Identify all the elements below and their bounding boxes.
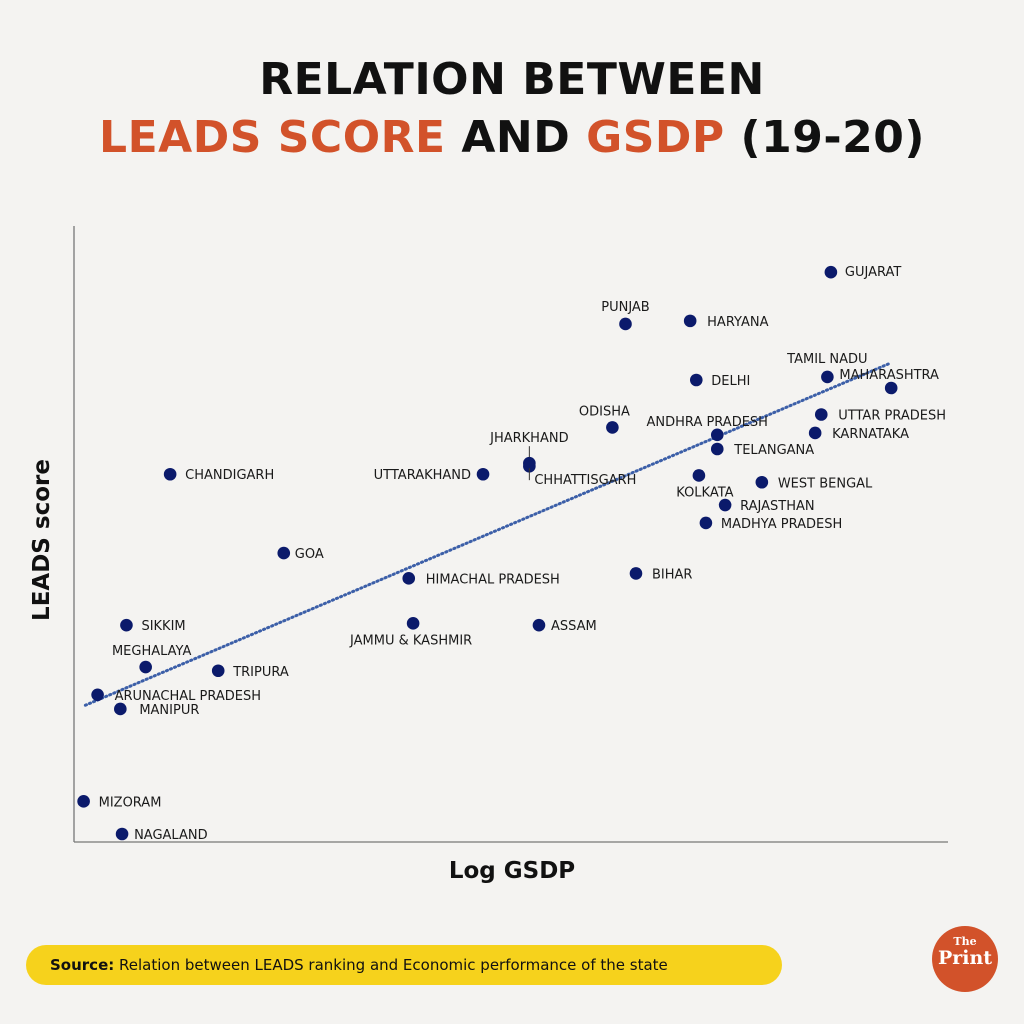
point-haryana [683, 314, 697, 328]
point-sikkim [120, 618, 133, 632]
label-jharkhand: JHARKHAND [489, 431, 568, 446]
title-and: AND [445, 112, 587, 163]
point-arunachal-pradesh [91, 688, 104, 702]
point-madhya-pradesh [699, 516, 713, 530]
point-chhattisgarh [523, 459, 536, 473]
logo-the: The [953, 935, 977, 948]
label-manipur: MANIPUR [139, 703, 199, 718]
label-haryana: HARYANA [707, 315, 768, 330]
label-punjab: PUNJAB [601, 300, 650, 315]
point-west-bengal [755, 475, 769, 489]
label-arunachal-pradesh: ARUNACHAL PRADESH [115, 689, 261, 704]
label-telangana: TELANGANA [733, 443, 814, 458]
source-label: Source: [50, 956, 115, 974]
point-uttarakhand [476, 467, 490, 481]
label-uttarakhand: UTTARAKHAND [374, 468, 471, 483]
x-axis-label: Log GSDP [448, 858, 576, 884]
label-nagaland: NAGALAND [134, 828, 208, 843]
point-karnataka [808, 426, 822, 440]
point-chandigarh [163, 467, 177, 481]
point-bihar [629, 567, 643, 580]
label-meghalaya: MEGHALAYA [112, 644, 192, 659]
label-chandigarh: CHANDIGARH [185, 468, 274, 483]
label-uttar-pradesh: UTTAR PRADESH [838, 408, 946, 423]
label-karnataka: KARNATAKA [832, 427, 909, 442]
label-gujarat: GUJARAT [845, 265, 901, 280]
label-delhi: DELHI [711, 374, 750, 389]
point-rajasthan [718, 498, 732, 512]
label-goa: GOA [295, 547, 324, 562]
label-tripura: TRIPURA [232, 665, 289, 680]
point-gujarat [824, 265, 838, 279]
point-jammu-kashmir [406, 617, 420, 630]
point-assam [532, 618, 546, 632]
point-andhra-pradesh [710, 428, 724, 442]
point-goa [277, 546, 291, 560]
point-tripura [211, 664, 225, 678]
logo-print: Print [937, 947, 993, 969]
title-leads-score: LEADS SCORE [99, 112, 446, 163]
label-rajasthan: RAJASTHAN [740, 499, 814, 514]
label-kolkata: KOLKATA [676, 485, 733, 500]
label-west-bengal: WEST BENGAL [778, 476, 873, 491]
chart-title-line-1: RELATION BETWEEN [259, 54, 765, 105]
label-himachal-pradesh: HIMACHAL PRADESH [426, 572, 560, 587]
chart-title-line-2: LEADS SCORE AND GSDP (19-20) [0, 112, 1024, 163]
point-nagaland [115, 827, 129, 841]
point-telangana [710, 442, 724, 456]
point-meghalaya [139, 660, 152, 674]
point-tamil-nadu [821, 370, 834, 384]
point-delhi [689, 373, 703, 387]
label-mizoram: MIZORAM [99, 795, 162, 810]
point-odisha [606, 421, 619, 434]
point-punjab [619, 317, 632, 331]
theprint-logo: The Print [932, 926, 998, 992]
label-chhattisgarh: CHHATTISGARH [534, 473, 636, 488]
y-axis-label: LEADS score [29, 459, 55, 621]
point-himachal-pradesh [402, 572, 416, 585]
point-mizoram [77, 795, 90, 808]
source-text: Relation between LEADS ranking and Econo… [114, 956, 668, 974]
label-andhra-pradesh: ANDHRA PRADESH [647, 415, 768, 430]
point-manipur [114, 702, 127, 716]
label-jammu-kashmir: JAMMU & KASHMIR [349, 633, 472, 648]
label-bihar: BIHAR [652, 567, 692, 582]
title-year: (19-20) [724, 112, 925, 163]
point-maharashtra [884, 381, 898, 395]
title-gsdp: GSDP [586, 112, 725, 163]
point-uttar-pradesh [814, 408, 828, 421]
label-maharashtra: MAHARASHTRA [839, 368, 939, 383]
point-kolkata [692, 469, 706, 482]
label-assam: ASSAM [551, 619, 597, 634]
label-odisha: ODISHA [579, 404, 630, 419]
label-sikkim: SIKKIM [141, 619, 185, 634]
label-madhya-pradesh: MADHYA PRADESH [721, 517, 842, 532]
trend-line [83, 361, 893, 707]
label-tamil-nadu: TAMIL NADU [786, 352, 867, 367]
source-note: Source: Relation between LEADS ranking a… [26, 945, 782, 985]
